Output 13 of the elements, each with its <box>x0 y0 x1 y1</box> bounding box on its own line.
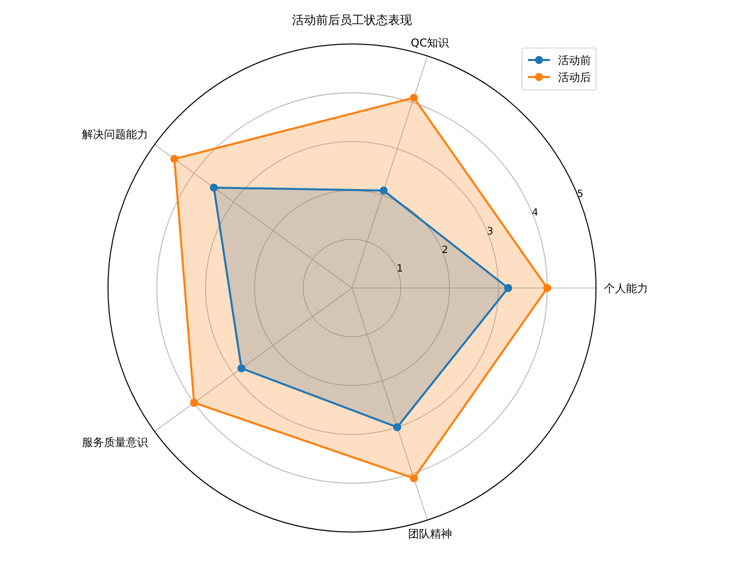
spoke-label: 团队精神 <box>408 528 452 541</box>
spoke-label: 服务质量意识 <box>82 436 148 450</box>
y-tick-label: 1 <box>396 264 404 275</box>
legend-label: 活动前 <box>558 54 591 67</box>
y-tick-label: 4 <box>532 208 538 219</box>
legend-label: 活动后 <box>558 71 591 84</box>
y-tick-label: 3 <box>486 226 494 238</box>
chart-title: 活动前后员工状态表现 <box>292 13 412 27</box>
spoke-label: 解决问题能力 <box>82 128 148 141</box>
spoke-label: QC知识 <box>410 36 450 50</box>
spoke-label: 个人能力 <box>604 282 648 295</box>
y-tick-label: 5 <box>577 188 584 200</box>
y-tick-label: 2 <box>442 245 448 256</box>
